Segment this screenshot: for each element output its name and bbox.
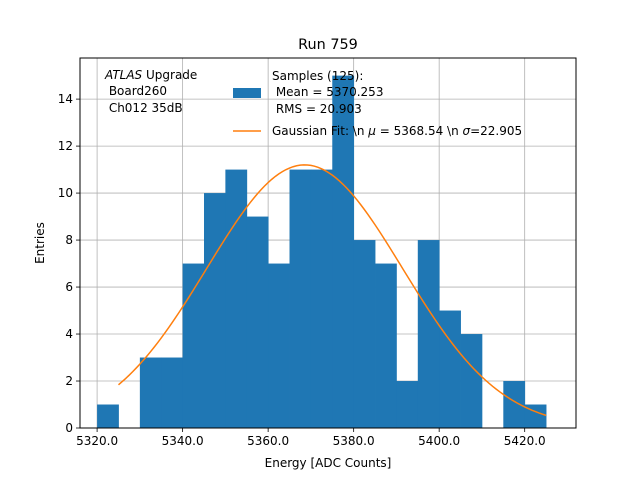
- legend-fit-label: Gaussian Fit: \n μ = 5368.54 \n σ=22.905: [272, 124, 522, 138]
- histogram-bar: [225, 169, 248, 429]
- histogram-bar: [97, 404, 119, 428]
- histogram-bar: [332, 75, 355, 428]
- histogram-bar: [375, 263, 397, 428]
- legend-histogram-swatch: [233, 88, 261, 98]
- y-tick-label: 10: [58, 186, 73, 200]
- histogram-bar: [439, 310, 461, 428]
- histogram-bar: [524, 404, 547, 428]
- histogram-bar: [246, 216, 269, 428]
- chart-title: Run 759: [298, 37, 358, 53]
- x-tick-label: 5360.0: [247, 434, 289, 448]
- y-axis-label: Entries: [33, 222, 47, 264]
- x-tick-label: 5380.0: [333, 434, 375, 448]
- histogram-bar: [460, 334, 483, 428]
- histogram-bar: [289, 169, 312, 429]
- histogram-bar: [161, 357, 184, 428]
- histogram-bar: [139, 357, 162, 428]
- histogram-bars: [97, 75, 547, 429]
- y-tick-label: 14: [58, 92, 73, 106]
- gaussian-fit-line: [117, 164, 547, 417]
- gaussian-fit: [117, 164, 547, 417]
- histogram-bar: [353, 240, 376, 428]
- legend: Samples (125): Mean = 5370.253 RMS = 20.…: [233, 69, 522, 138]
- annotation-line-1: ATLAS Upgrade: [104, 68, 197, 82]
- atlas-annotation: ATLAS Upgrade Board260 Ch012 35dB: [104, 68, 197, 115]
- legend-histogram-line-3: RMS = 20.903: [272, 102, 362, 116]
- x-tick-label: 5320.0: [76, 434, 118, 448]
- annotation-upgrade: Upgrade: [142, 68, 197, 82]
- y-tick-label: 12: [58, 139, 73, 153]
- x-tick-label: 5420.0: [504, 434, 546, 448]
- histogram-bar: [503, 381, 526, 428]
- histogram-bar: [268, 263, 290, 428]
- y-tick-label: 8: [65, 233, 73, 247]
- y-tick-label: 2: [65, 374, 73, 388]
- x-tick-label: 5400.0: [418, 434, 460, 448]
- histogram-bar: [310, 169, 333, 429]
- x-tick-label: 5340.0: [162, 434, 204, 448]
- histogram-bar: [417, 240, 440, 428]
- annotation-atlas: ATLAS: [104, 68, 143, 82]
- y-tick-label: 6: [65, 280, 73, 294]
- histogram-bar: [182, 263, 205, 428]
- y-tick-label: 4: [65, 327, 73, 341]
- plot-frame: [79, 57, 577, 429]
- annotation-line-2: Board260: [105, 84, 167, 98]
- annotation-line-3: Ch012 35dB: [105, 101, 183, 115]
- histogram-bar: [204, 193, 226, 428]
- legend-histogram-line-1: Samples (125):: [272, 69, 363, 83]
- axis-ticks: 5320.0 5340.0 5360.0 5380.0 5400.0 5420.0 0 2 4 6…: [58, 92, 546, 448]
- legend-histogram-line-2: Mean = 5370.253: [272, 85, 383, 99]
- histogram-bar: [396, 381, 419, 428]
- x-axis-label: Energy [ADC Counts]: [265, 456, 392, 470]
- y-tick-label: 0: [65, 421, 73, 435]
